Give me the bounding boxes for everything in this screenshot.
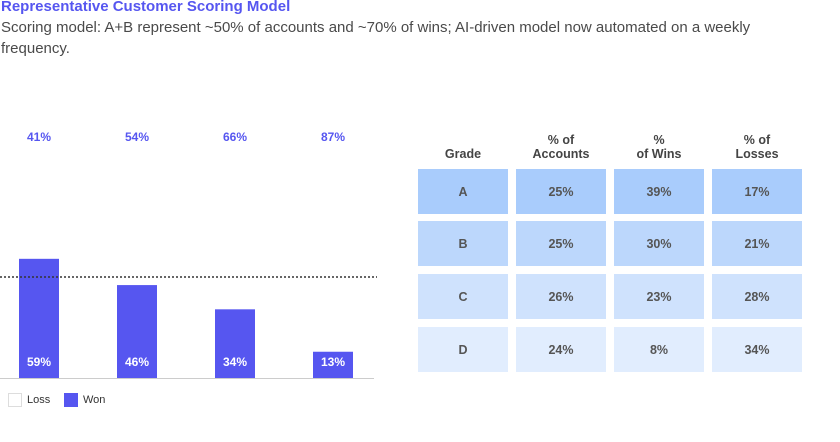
won-bar-d — [313, 351, 353, 378]
table-cell: 28% — [712, 274, 802, 319]
legend-label-won: Won — [83, 394, 106, 406]
legend-label-loss: Loss — [27, 394, 51, 406]
table-header-losses: % of Losses — [735, 133, 779, 161]
table-header-accounts: % of Accounts — [532, 133, 590, 161]
table-cell: 24% — [516, 327, 606, 372]
table-cell: 26% — [516, 274, 606, 319]
legend-swatch-loss — [8, 393, 22, 407]
table-cell: 25% — [516, 221, 606, 266]
table-cell: 8% — [614, 327, 704, 372]
won-bar-a — [19, 258, 59, 378]
loss-value-label: 66% — [223, 130, 247, 144]
loss-value-label: 54% — [125, 130, 149, 144]
table-cell-grade: A — [418, 169, 508, 214]
bar-chart: 59% 41% 46% 54% 34% 66% 13% 87% — [0, 130, 377, 379]
table-cell: 17% — [712, 169, 802, 214]
loss-value-label: 87% — [321, 130, 345, 144]
won-value-label: 13% — [321, 355, 345, 369]
chart-title: Representative Customer Scoring Model — [1, 0, 291, 15]
table-cell: 30% — [614, 221, 704, 266]
legend-item-loss: Loss — [8, 393, 50, 407]
table-cell: 23% — [614, 274, 704, 319]
legend-swatch-won — [64, 393, 78, 407]
legend-item-won: Won — [64, 393, 105, 407]
won-value-label: 46% — [125, 355, 149, 369]
loss-value-label: 41% — [27, 130, 51, 144]
table-cell-grade: D — [418, 327, 508, 372]
table-cell: 34% — [712, 327, 802, 372]
table-cell: 21% — [712, 221, 802, 266]
won-bar-b — [117, 285, 157, 378]
table-cell-grade: C — [418, 274, 508, 319]
won-value-label: 59% — [27, 355, 51, 369]
table-header-wins: % of Wins — [636, 133, 682, 161]
table-cell: 39% — [614, 169, 704, 214]
won-bar-c — [215, 309, 255, 378]
table-header-grade: Grade — [444, 147, 482, 161]
chart-subtitle: Scoring model: A+B represent ~50% of acc… — [1, 19, 751, 57]
won-value-label: 34% — [223, 355, 247, 369]
table-cell: 25% — [516, 169, 606, 214]
table-cell-grade: B — [418, 221, 508, 266]
